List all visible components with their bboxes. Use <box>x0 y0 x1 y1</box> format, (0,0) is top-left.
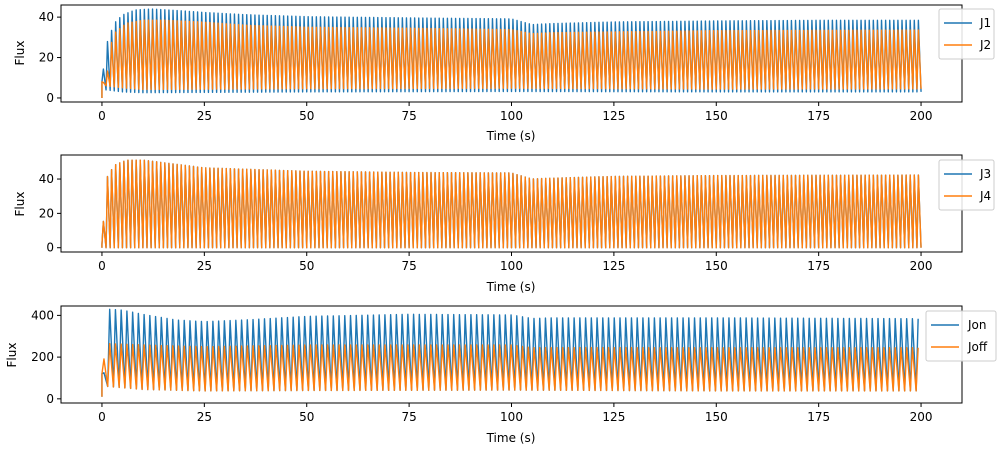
y-tick-label: 20 <box>39 206 54 220</box>
legend-box <box>938 159 995 211</box>
x-axis-ticks: 0 25 50 75 100 125 150 175 200 <box>98 102 932 123</box>
x-tick-label: 100 <box>500 410 523 424</box>
x-tick-label: 50 <box>299 410 314 424</box>
x-tick-label: 50 <box>299 109 314 123</box>
x-tick-label: 25 <box>197 410 212 424</box>
x-tick-label: 125 <box>602 109 625 123</box>
legend-label-joff: Joff <box>967 340 988 354</box>
x-tick-label: 175 <box>807 259 830 273</box>
y-tick-label: 400 <box>31 308 54 322</box>
x-tick-label: 0 <box>98 109 106 123</box>
series-line-j2 <box>101 19 922 98</box>
x-tick-label: 175 <box>807 410 830 424</box>
panel-2: 0 25 50 75 100 125 150 175 200 0 20 40 Time (s) Fl… <box>13 154 995 294</box>
x-tick-label: 25 <box>197 259 212 273</box>
x-axis-ticks: 0 25 50 75 100 125 150 175 200 <box>98 252 932 273</box>
x-tick-label: 175 <box>807 109 830 123</box>
x-axis-ticks: 0 25 50 75 100 125 150 175 200 <box>98 403 932 424</box>
y-axis-ticks: 0 20 40 <box>39 10 61 105</box>
x-tick-label: 200 <box>910 259 933 273</box>
x-tick-label: 100 <box>500 109 523 123</box>
legend-label-j3: J3 <box>979 167 991 181</box>
x-tick-label: 200 <box>910 410 933 424</box>
y-axis-label: Flux <box>13 41 27 66</box>
y-tick-label: 0 <box>46 392 54 406</box>
series-marks <box>101 159 922 249</box>
legend: J1 J2 <box>938 8 995 60</box>
x-tick-label: 100 <box>500 259 523 273</box>
y-tick-label: 0 <box>46 241 54 255</box>
panel-1: 0 25 50 75 100 125 150 175 200 0 20 40 Time (s) Fl… <box>13 4 995 143</box>
x-tick-label: 25 <box>197 109 212 123</box>
y-tick-label: 200 <box>31 350 54 364</box>
x-tick-label: 200 <box>910 109 933 123</box>
legend-label-j2: J2 <box>979 38 991 52</box>
x-axis-label: Time (s) <box>486 129 536 143</box>
series-line-joff <box>101 342 919 397</box>
x-tick-label: 50 <box>299 259 314 273</box>
y-axis-label: Flux <box>13 192 27 217</box>
x-tick-label: 150 <box>705 259 728 273</box>
x-tick-label: 125 <box>602 410 625 424</box>
x-axis-label: Time (s) <box>486 280 536 294</box>
x-tick-label: 75 <box>401 109 416 123</box>
x-tick-label: 0 <box>98 410 106 424</box>
y-tick-label: 40 <box>39 10 54 24</box>
y-axis-ticks: 0 200 400 <box>31 308 61 406</box>
x-tick-label: 0 <box>98 259 106 273</box>
y-tick-label: 40 <box>39 172 54 186</box>
series-marks <box>101 8 922 98</box>
x-tick-label: 125 <box>602 259 625 273</box>
y-axis-label: Flux <box>5 343 19 368</box>
y-axis-ticks: 0 20 40 <box>39 172 61 255</box>
legend-box <box>925 310 997 362</box>
x-axis-label: Time (s) <box>486 431 536 445</box>
legend: J3 J4 <box>938 159 995 211</box>
y-tick-label: 0 <box>46 91 54 105</box>
legend-label-j4: J4 <box>979 189 991 203</box>
x-tick-label: 75 <box>401 259 416 273</box>
legend-label-j1: J1 <box>979 16 991 30</box>
legend: Jon Joff <box>925 310 997 362</box>
x-tick-label: 150 <box>705 410 728 424</box>
legend-label-jon: Jon <box>967 318 987 332</box>
series-line-j4 <box>101 159 922 249</box>
y-tick-label: 20 <box>39 51 54 65</box>
x-tick-label: 75 <box>401 410 416 424</box>
x-tick-label: 150 <box>705 109 728 123</box>
series-marks <box>101 308 919 397</box>
legend-box <box>938 8 995 60</box>
